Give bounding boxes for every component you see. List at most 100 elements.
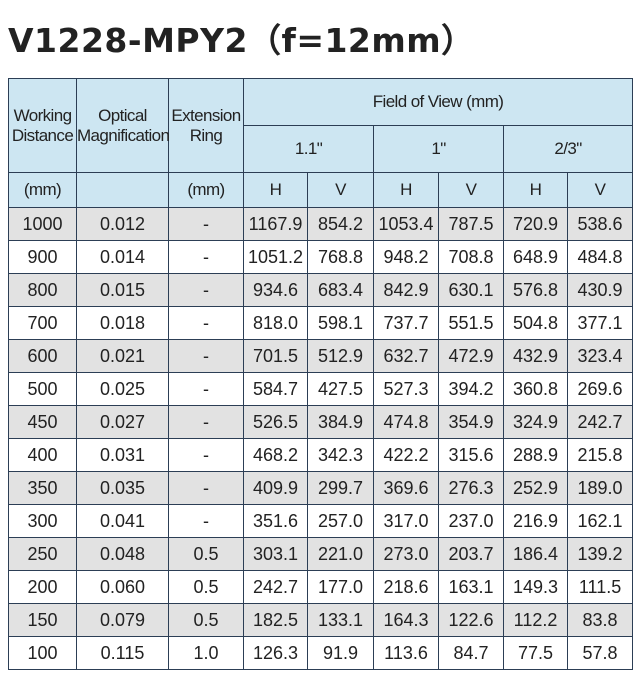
cell: 83.8 — [566, 603, 634, 637]
cell: 432.9 — [503, 339, 568, 373]
row: 1000 0.012-1167.9 854.2 1053.4 787.5 720.9 538… — [8, 207, 634, 241]
cell: 162.1 — [566, 504, 634, 538]
header-cell: 1.1" — [243, 125, 374, 173]
cell: 351.6 — [243, 504, 308, 538]
cell: H — [243, 172, 308, 208]
header-line: Magnification — [77, 125, 170, 145]
cell: - — [168, 405, 244, 439]
header-cell — [76, 172, 169, 208]
cell: 112.2 — [503, 603, 568, 637]
cell: V — [307, 172, 374, 208]
cell: 1000 — [8, 207, 77, 241]
cell: 0.079 — [76, 603, 169, 637]
cell: V — [566, 172, 634, 208]
row: 350 0.035-409.9 299.7 369.6 276.3 252.9 189.0 — [8, 471, 634, 505]
cell: 512.9 — [307, 339, 374, 373]
cell: 409.9 — [243, 471, 308, 505]
cell: 323.4 — [566, 339, 634, 373]
cell: 0.015 — [76, 273, 169, 307]
row: 250 0.048 0.5 303.1 221.0 273.0 203.7 186.4 139.… — [8, 537, 634, 571]
cell: 57.8 — [566, 636, 634, 670]
cell: 150 — [8, 603, 77, 637]
cell: 600 — [8, 339, 77, 373]
cell: 427.5 — [307, 372, 374, 406]
cell: 122.6 — [438, 603, 504, 637]
cell: 77.5 — [503, 636, 568, 670]
cell: - — [168, 306, 244, 340]
cell: 900 — [8, 240, 77, 274]
header-line: Ring — [189, 125, 223, 145]
title: V1228-MPY2（f=12mm） — [8, 21, 475, 60]
cell: 0.031 — [76, 438, 169, 472]
cell: 701.5 — [243, 339, 308, 373]
cell: 189.0 — [566, 471, 634, 505]
cell: - — [168, 339, 244, 373]
cell: 854.2 — [307, 207, 374, 241]
cell: 91.9 — [307, 636, 374, 670]
header-cell: 2/3" — [502, 125, 634, 173]
cell: 350 — [8, 471, 77, 505]
cell: 221.0 — [307, 537, 374, 571]
cell: 299.7 — [307, 471, 374, 505]
header-cell: Working Distance — [8, 78, 77, 173]
header-cell: (mm) — [168, 172, 244, 208]
cell: 700 — [8, 306, 77, 340]
cell: 0.025 — [76, 372, 169, 406]
cell: 737.7 — [373, 306, 439, 340]
cell: 0.027 — [76, 405, 169, 439]
row: 300 0.041-351.6 257.0 317.0 237.0 216.9 162.1 — [8, 504, 634, 538]
cell: 400 — [8, 438, 77, 472]
cell: 186.4 — [503, 537, 568, 571]
cell: 139.2 — [566, 537, 634, 571]
row: 100 0.115 1.0 126.3 91.9 113.6 84.7 77.5 57.8 — [8, 636, 634, 670]
cell: 394.2 — [438, 372, 504, 406]
row: 450 0.027-526.5 384.9 474.8 354.9 324.9 242.7 — [8, 405, 634, 439]
header-cell: (mm) — [8, 172, 77, 208]
row: 500 0.025-584.7 427.5 527.3 394.2 360.8 269.6 — [8, 372, 634, 406]
cell: 538.6 — [566, 207, 634, 241]
cell: 484.8 — [566, 240, 634, 274]
cell: 100 — [8, 636, 77, 670]
cell: 200 — [8, 570, 77, 604]
cell: 1051.2 — [243, 240, 308, 274]
cell: H — [503, 172, 568, 208]
cell: - — [168, 273, 244, 307]
cell: 250 — [8, 537, 77, 571]
cell: 242.7 — [243, 570, 308, 604]
cell: 303.1 — [243, 537, 308, 571]
cell: 598.1 — [307, 306, 374, 340]
row: 900 0.014-1051.2 768.8 948.2 708.8 648.9 484.8 — [8, 240, 634, 274]
cell: 203.7 — [438, 537, 504, 571]
header-line: Distance — [11, 125, 74, 145]
row: 600 0.021-701.5 512.9 632.7 472.9 432.9 323.4 — [8, 339, 634, 373]
row: 200 0.060 0.5 242.7 177.0 218.6 163.1 149.3 111.… — [8, 570, 634, 604]
cell: 576.8 — [503, 273, 568, 307]
cell: 126.3 — [243, 636, 308, 670]
cell: 276.3 — [438, 471, 504, 505]
header-line: Optical — [98, 105, 147, 125]
cell: 450 — [8, 405, 77, 439]
cell: 84.7 — [438, 636, 504, 670]
cell: 648.9 — [503, 240, 568, 274]
cell: - — [168, 471, 244, 505]
cell: 342.3 — [307, 438, 374, 472]
cell: 0.115 — [76, 636, 169, 670]
cell: 468.2 — [243, 438, 308, 472]
cell: 1053.4 — [373, 207, 439, 241]
cell: 526.5 — [243, 405, 308, 439]
spec-table: Working Distance Optical Magnification Ext… — [8, 78, 634, 670]
cell: 182.5 — [243, 603, 308, 637]
cell: 0.035 — [76, 471, 169, 505]
cell: 324.9 — [503, 405, 568, 439]
cell: 369.6 — [373, 471, 439, 505]
cell: 273.0 — [373, 537, 439, 571]
cell: 163.1 — [438, 570, 504, 604]
cell: - — [168, 240, 244, 274]
cell: 113.6 — [373, 636, 439, 670]
header-cell: Field of View (mm) — [242, 78, 634, 126]
cell: 768.8 — [307, 240, 374, 274]
cell: 218.6 — [373, 570, 439, 604]
cell: 787.5 — [438, 207, 504, 241]
cell: 215.8 — [566, 438, 634, 472]
